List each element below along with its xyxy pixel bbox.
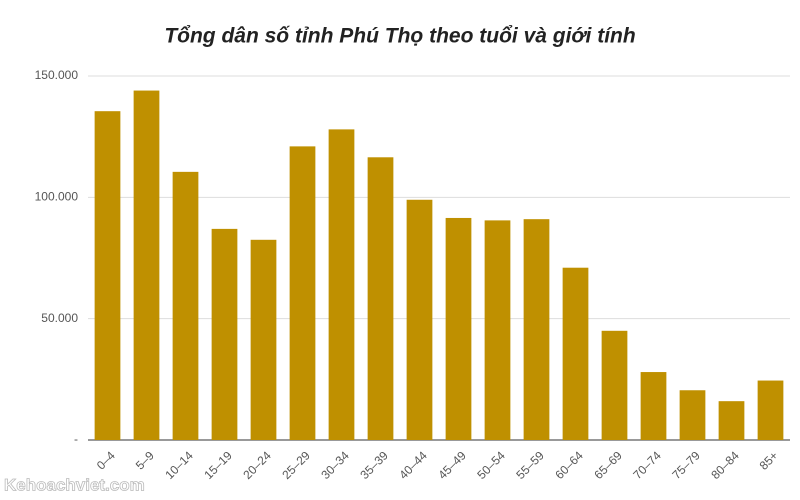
bar [679, 390, 706, 440]
x-tick-label: 45–49 [435, 448, 469, 482]
x-tick-label: 15–19 [201, 448, 235, 482]
x-tick-label: 35–39 [357, 448, 391, 482]
bar [328, 129, 355, 441]
y-tick-label: 100.000 [35, 190, 79, 204]
x-tick-label: 10–14 [162, 448, 196, 482]
x-tick-label: 60–64 [552, 448, 586, 482]
bar [367, 157, 394, 440]
x-tick-label: 75–79 [669, 448, 703, 482]
bar [250, 239, 277, 440]
y-tick-label: - [74, 432, 78, 446]
x-tick-label: 70–74 [630, 448, 664, 482]
watermark: Kehoachviet.com [4, 475, 145, 494]
bar [445, 217, 472, 440]
bar [523, 219, 550, 440]
x-tick-label: 55–59 [513, 448, 547, 482]
x-tick-label: 85+ [757, 448, 781, 472]
y-tick-label: 50.000 [41, 311, 78, 325]
chart-title: Tổng dân số tỉnh Phú Thọ theo tuổi và gi… [164, 25, 635, 48]
x-tick-label: 65–69 [591, 448, 625, 482]
bar [211, 228, 238, 440]
bar [289, 146, 316, 440]
bar [757, 380, 784, 440]
bar [718, 401, 745, 440]
bar [562, 267, 589, 440]
y-tick-label: 150.000 [35, 68, 79, 82]
x-tick-label: 30–34 [318, 448, 352, 482]
x-tick-label: 25–29 [279, 448, 313, 482]
x-tick-label: 5–9 [133, 448, 157, 472]
bar [172, 171, 199, 440]
x-tick-label: 80–84 [708, 448, 742, 482]
bar [94, 111, 121, 440]
bar [133, 90, 160, 440]
x-tick-label: 20–24 [240, 448, 274, 482]
bar [601, 330, 628, 440]
bar [640, 372, 667, 440]
bar [406, 199, 433, 440]
bar [484, 220, 511, 440]
x-tick-label: 50–54 [474, 448, 508, 482]
x-tick-label: 0–4 [94, 448, 118, 472]
x-tick-label: 40–44 [396, 448, 430, 482]
